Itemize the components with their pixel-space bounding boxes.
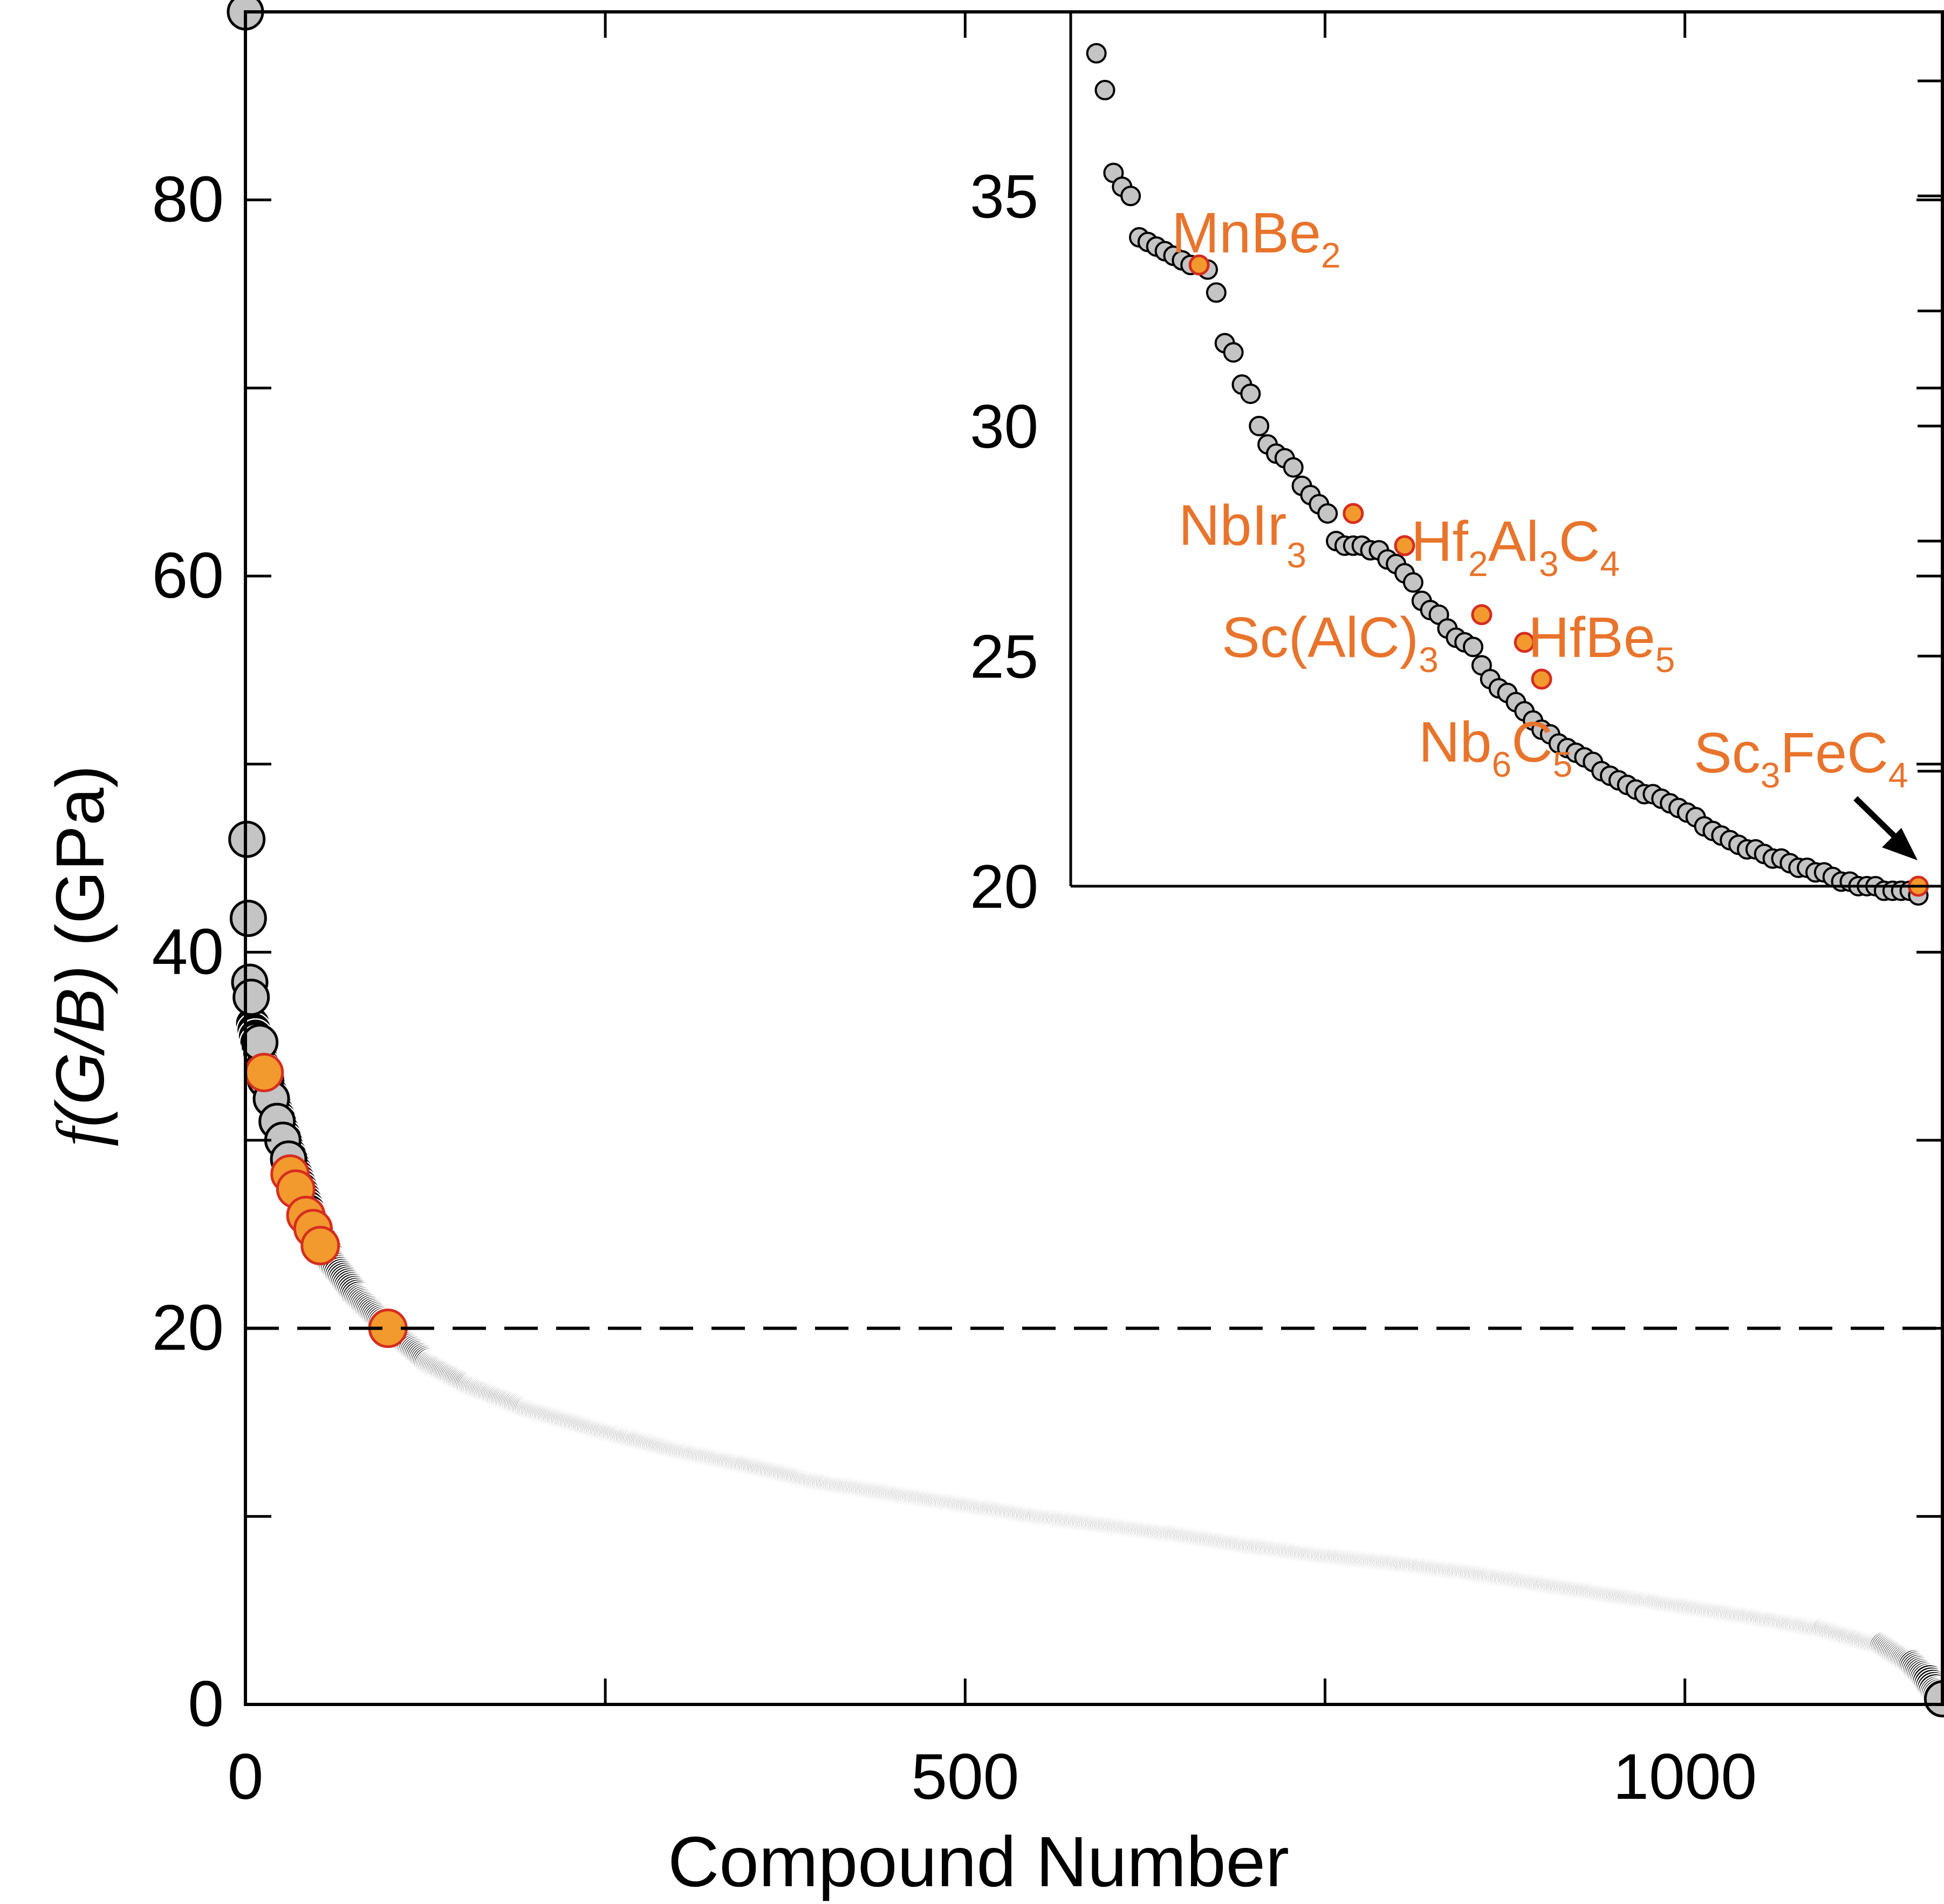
inset-points xyxy=(1086,43,1929,906)
annotation-hf2al3c4-p1: Hf xyxy=(1411,510,1469,573)
annotation-nb6c5-s2: 5 xyxy=(1553,744,1573,784)
y-tick-label: 80 xyxy=(152,163,224,236)
inset-compound-point xyxy=(1283,457,1304,478)
x-tick-label: 1000 xyxy=(1613,1741,1757,1813)
annotation-hf2al3c4-s3: 4 xyxy=(1600,544,1620,584)
inset-axis-ticks xyxy=(1918,79,1942,773)
sc3fec4-arrowhead-icon xyxy=(1882,828,1918,860)
annotation-sc3fec4-s2: 4 xyxy=(1888,755,1908,795)
annotation-mnbe2-sub: 2 xyxy=(1321,235,1341,275)
inset-compound-point xyxy=(1240,383,1261,405)
annotation-nbir3-sub: 3 xyxy=(1286,535,1306,575)
inset-compound-point xyxy=(1223,342,1244,363)
inset-compound-point xyxy=(1086,43,1107,64)
main-highlight-points xyxy=(244,1052,408,1348)
y-tick-label: 20 xyxy=(152,1292,224,1364)
inset-y-tick-label: 25 xyxy=(970,622,1038,691)
annotation-hfbe5: HfBe5 xyxy=(1528,606,1675,680)
inset-y-tick-label: 35 xyxy=(970,162,1038,231)
annotation-nb6c5: Nb6C5 xyxy=(1419,710,1573,784)
inset-background xyxy=(1071,12,1942,886)
annotation-nb6c5-s1: 6 xyxy=(1492,744,1512,784)
main-tick-labels: 0 20 40 60 80 0 500 1000 xyxy=(152,163,1757,1813)
annotation-mnbe2-main: MnBe xyxy=(1172,201,1321,265)
inset-highlight-point xyxy=(1188,254,1210,276)
annotation-hfbe5-main: HfBe xyxy=(1528,606,1655,669)
highlight-compound-point xyxy=(244,1052,284,1092)
inset-tick-labels: 20 25 30 35 xyxy=(970,162,1038,921)
inset-y-tick-label: 20 xyxy=(970,853,1038,921)
annotation-sc3fec4-p1: Sc xyxy=(1694,721,1761,785)
annotation-scalc3-main: Sc(AlC) xyxy=(1222,606,1419,669)
y-axis-title-unit: (GPa) xyxy=(42,765,118,965)
y-tick-label: 0 xyxy=(188,1668,224,1740)
annotation-sc3fec4-s1: 3 xyxy=(1761,755,1781,795)
annotation-hf2al3c4-s2: 3 xyxy=(1539,544,1559,584)
annotation-mnbe2: MnBe2 xyxy=(1172,201,1341,275)
inset-y-tick-label: 30 xyxy=(970,393,1038,461)
sc3fec4-arrow-shaft xyxy=(1853,796,1901,843)
annotation-hfbe5-sub: 5 xyxy=(1655,640,1675,680)
annotation-scalc3: Sc(AlC)3 xyxy=(1222,606,1439,680)
annotation-nbir3: NbIr3 xyxy=(1179,494,1306,575)
inset-compound-point xyxy=(1463,636,1484,658)
annotation-nb6c5-p1: Nb xyxy=(1419,710,1492,774)
annotation-nb6c5-p2: C xyxy=(1511,710,1553,774)
main-plot-frame xyxy=(244,10,1944,1706)
annotation-sc3fec4: Sc3FeC4 xyxy=(1694,721,1908,795)
inset-highlight-point xyxy=(1343,503,1364,524)
x-tick-label: 500 xyxy=(911,1741,1019,1813)
y-tick-label: 40 xyxy=(152,915,224,988)
x-axis-title: Compound Number xyxy=(668,1822,1289,1901)
inset-axes xyxy=(1069,12,1942,888)
inset-compound-point xyxy=(1120,186,1141,207)
inset-compound-point xyxy=(1402,572,1423,593)
inset-annotations: MnBe2 NbIr3 Hf2Al3C4 Sc(AlC)3 HfBe5 Nb6C… xyxy=(1172,201,1908,795)
inset-compound-point xyxy=(1317,503,1338,524)
y-tick-label: 60 xyxy=(152,539,224,612)
gray-compound-point xyxy=(232,978,270,1016)
inset-highlight-point xyxy=(1471,604,1493,626)
inset-highlight-point xyxy=(1394,535,1415,557)
gray-compound-point xyxy=(229,900,267,937)
annotation-hf2al3c4: Hf2Al3C4 xyxy=(1411,510,1620,584)
inset-compound-point xyxy=(1249,415,1270,436)
main-axis-ticks xyxy=(245,12,1942,1704)
annotation-hf2al3c4-p2: Al xyxy=(1488,510,1539,573)
annotation-scalc3-sub: 3 xyxy=(1419,640,1439,680)
y-axis-title-ratio: (G/B) xyxy=(42,965,118,1128)
inset-compound-point xyxy=(1094,80,1115,101)
y-axis-title: f(G/B) (GPa) xyxy=(42,765,119,1146)
annotation-hf2al3c4-p3: C xyxy=(1559,510,1600,573)
annotation-sc3fec4-p2: FeC xyxy=(1780,721,1888,785)
annotation-hf2al3c4-s1: 2 xyxy=(1468,544,1488,584)
sc3fec4-arrow xyxy=(1853,796,1918,860)
x-tick-label: 0 xyxy=(228,1741,264,1813)
highlight-compound-point xyxy=(300,1225,340,1265)
inset-compound-point xyxy=(1206,282,1227,303)
inset-highlight-point xyxy=(1531,668,1552,690)
annotation-nbir3-main: NbIr xyxy=(1179,494,1286,557)
inset-highlight-point xyxy=(1514,632,1535,653)
